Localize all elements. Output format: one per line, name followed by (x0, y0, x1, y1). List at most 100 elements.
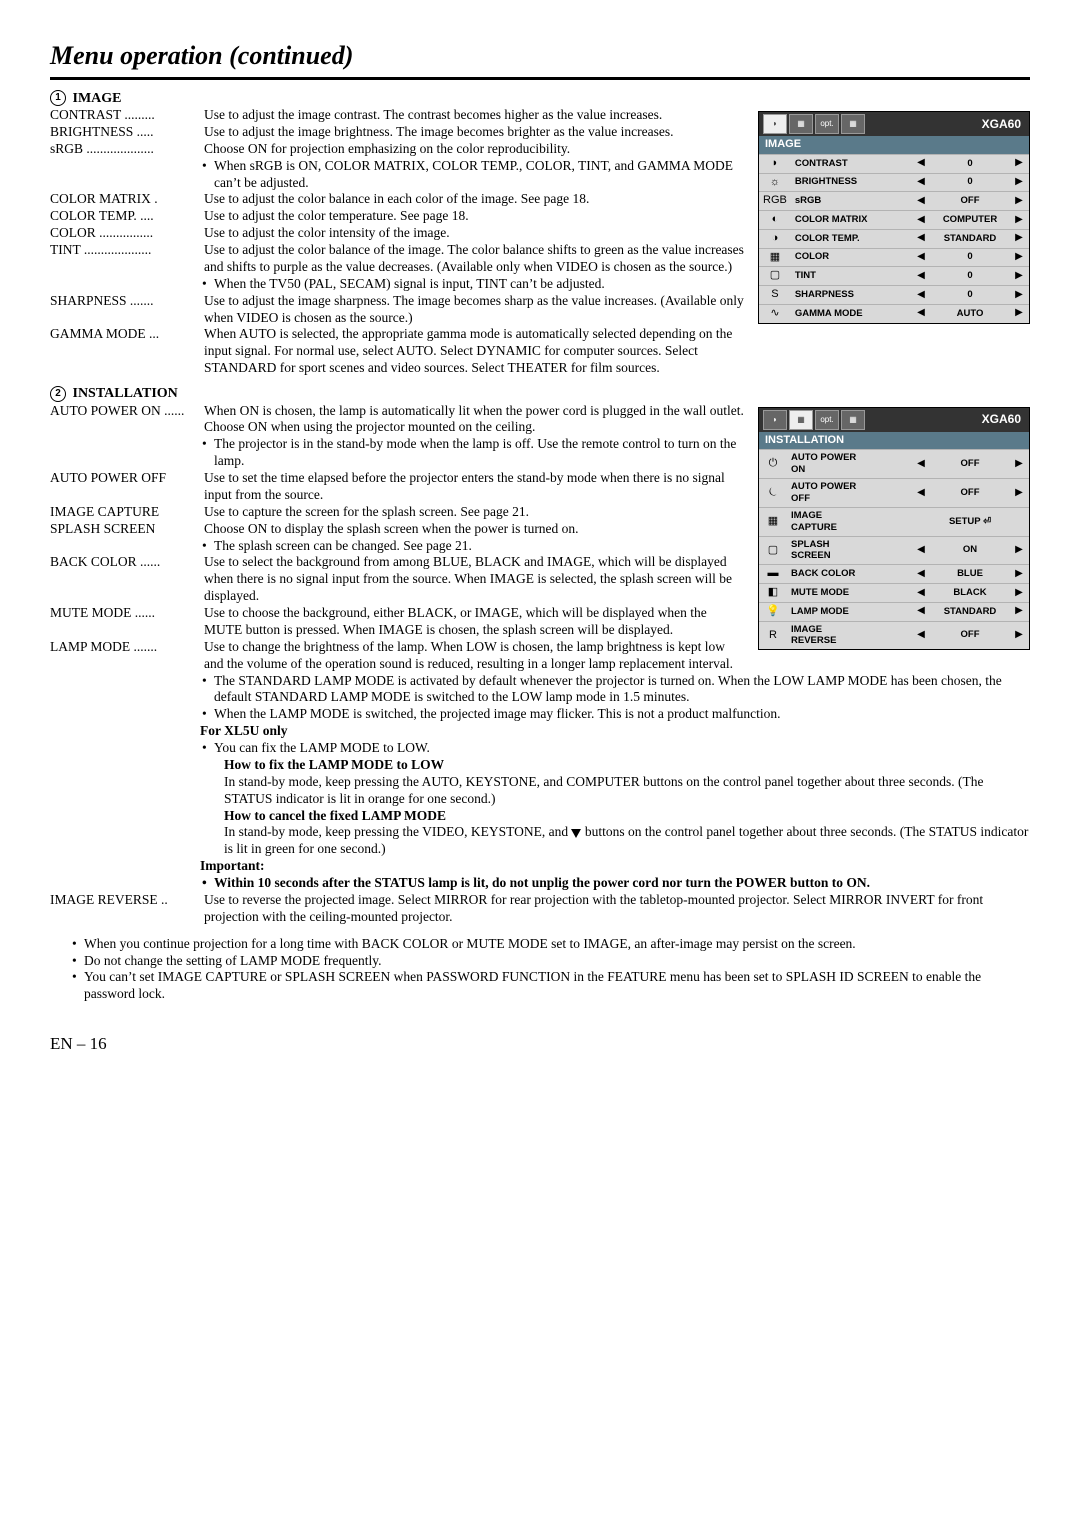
section2-title: INSTALLATION (73, 386, 178, 401)
item-desc: When ON is chosen, the lamp is automatic… (204, 403, 744, 437)
item-label: SHARPNESS ....... (50, 293, 204, 327)
item-bullet: When sRGB is ON, COLOR MATRIX, COLOR TEM… (200, 158, 1030, 192)
item-label: GAMMA MODE ... (50, 326, 204, 377)
right-arrow-icon: ▶ (1009, 602, 1029, 621)
menu-row: ◑COLOR TEMP.◀STANDARD▶ (759, 229, 1029, 248)
item-row: AUTO POWER ON ......When ON is chosen, t… (50, 403, 744, 437)
howcancel-head: How to cancel the fixed LAMP MODE (200, 808, 1030, 825)
menu-row-name: COLOR MATRIX (791, 211, 911, 230)
menu-row-value: OFF (931, 621, 1009, 649)
menu-row: RGBsRGB◀OFF▶ (759, 192, 1029, 211)
lamp-bullet: The STANDARD LAMP MODE is activated by d… (200, 673, 1030, 707)
menu-row-name: IMAGECAPTURE (787, 507, 911, 536)
item-desc: Use to adjust the color balance of the i… (204, 242, 744, 276)
section1-title: IMAGE (73, 91, 122, 106)
note-bullet: You can’t set IMAGE CAPTURE or SPLASH SC… (70, 969, 1030, 1003)
menu-row-value: STANDARD (931, 229, 1009, 248)
image-reverse-label: IMAGE REVERSE .. (50, 892, 204, 926)
menu1-tabs: ◗ ▦ opt. ▦ (763, 114, 865, 134)
left-arrow-icon: ◀ (911, 211, 931, 230)
menu-row-icon: ◧ (759, 584, 787, 603)
item-row: SPLASH SCREENChoose ON to display the sp… (50, 521, 744, 538)
right-arrow-icon: ▶ (1009, 211, 1029, 230)
right-arrow-icon: ▶ (1009, 304, 1029, 322)
lamp-bullet: When the LAMP MODE is switched, the proj… (200, 706, 1030, 723)
menu-row-name: AUTO POWEROFF (787, 479, 911, 508)
left-arrow-icon: ◀ (911, 602, 931, 621)
menu-row-name: LAMP MODE (787, 602, 911, 621)
item-row: AUTO POWER OFF Use to set the time elaps… (50, 470, 744, 504)
item-label: MUTE MODE ...... (50, 605, 204, 639)
section2-head: 2 INSTALLATION (50, 385, 1030, 403)
menu-row-value: SETUP ⏎ (931, 507, 1009, 536)
menu-row: ∿GAMMA MODE◀AUTO▶ (759, 304, 1029, 322)
right-arrow-icon: ▶ (1009, 584, 1029, 603)
important-head: Important: (200, 858, 1030, 875)
item-row: TINT ....................Use to adjust t… (50, 242, 744, 276)
section2-number: 2 (50, 386, 66, 402)
menu-row-name: BACK COLOR (787, 565, 911, 584)
left-arrow-icon: ◀ (911, 565, 931, 584)
menu-row-name: MUTE MODE (787, 584, 911, 603)
section1-number: 1 (50, 90, 66, 106)
item-row: LAMP MODE .......Use to change the brigh… (50, 639, 744, 673)
menu-row-icon: ▬ (759, 565, 787, 584)
menu-row-value: OFF (931, 479, 1009, 508)
item-row: SHARPNESS .......Use to adjust the image… (50, 293, 744, 327)
item-label: IMAGE CAPTURE (50, 504, 204, 521)
left-arrow-icon: ◀ (911, 304, 931, 322)
left-arrow-icon: ◀ (911, 192, 931, 211)
menu1-res: XGA60 (982, 117, 1021, 132)
menu-row-value: AUTO (931, 304, 1009, 322)
xl5u-head: For XL5U only (200, 723, 1030, 740)
item-desc: Use to choose the background, either BLA… (204, 605, 744, 639)
menu-row-name: GAMMA MODE (791, 304, 911, 322)
menu-row: ▦COLOR◀0▶ (759, 248, 1029, 267)
item-label: COLOR ................ (50, 225, 204, 242)
menu2-res: XGA60 (982, 412, 1021, 427)
menu-row-value: 0 (931, 248, 1009, 267)
left-arrow-icon: ◀ (911, 479, 931, 508)
menu2-tab-icon: ▦ (841, 410, 865, 430)
item-label: sRGB .................... (50, 141, 204, 158)
menu-row-icon: ▦ (759, 248, 791, 267)
menu-row: ⏾AUTO POWEROFF◀OFF▶ (759, 479, 1029, 508)
menu-row-icon: RGB (759, 192, 791, 211)
item-label: LAMP MODE ....... (50, 639, 204, 673)
menu1-tab-icon: ◗ (763, 114, 787, 134)
item-row: IMAGE CAPTUREUse to capture the screen f… (50, 504, 744, 521)
menu-row-name: IMAGEREVERSE (787, 621, 911, 649)
menu2-tab-icon: ▦ (789, 410, 813, 430)
menu-row: 💡LAMP MODE◀STANDARD▶ (759, 602, 1029, 621)
menu2-tabs: ◗ ▦ opt. ▦ (763, 410, 865, 430)
menu1-tab-icon: ▦ (841, 114, 865, 134)
down-triangle-icon (571, 829, 581, 838)
item-desc: Choose ON for projection emphasizing on … (204, 141, 744, 158)
item-label: AUTO POWER ON ...... (50, 403, 204, 437)
item-label: CONTRAST ......... (50, 107, 204, 124)
item-bullet: When the TV50 (PAL, SECAM) signal is inp… (200, 276, 1030, 293)
menu-row-value: BLUE (931, 565, 1009, 584)
item-row: MUTE MODE ......Use to choose the backgr… (50, 605, 744, 639)
menu-row-value: STANDARD (931, 602, 1009, 621)
important-bullet: Within 10 seconds after the STATUS lamp … (200, 875, 1030, 892)
item-desc: Use to adjust the image contrast. The co… (204, 107, 744, 124)
section1-head: 1 IMAGE (50, 90, 1030, 108)
left-arrow-icon: ◀ (911, 248, 931, 267)
item-row: GAMMA MODE ...When AUTO is selected, the… (50, 326, 744, 377)
page-title: Menu operation (continued) (50, 40, 1030, 80)
item-desc: Choose ON to display the splash screen w… (204, 521, 744, 538)
item-bullet: The splash screen can be changed. See pa… (200, 538, 1030, 555)
item-desc: Use to adjust the color intensity of the… (204, 225, 744, 242)
left-arrow-icon: ◀ (911, 621, 931, 649)
left-arrow-icon: ◀ (911, 584, 931, 603)
page-footer: EN – 16 (50, 1033, 1030, 1054)
item-label: TINT .................... (50, 242, 204, 276)
item-desc: Use to select the background from among … (204, 554, 744, 605)
left-arrow-icon (911, 507, 931, 536)
item-label: BACK COLOR ...... (50, 554, 204, 605)
item-label: COLOR TEMP. .... (50, 208, 204, 225)
menu-row-icon: ▦ (759, 507, 787, 536)
item-bullet: The projector is in the stand-by mode wh… (200, 436, 1030, 470)
menu-row-icon: ⏾ (759, 479, 787, 508)
